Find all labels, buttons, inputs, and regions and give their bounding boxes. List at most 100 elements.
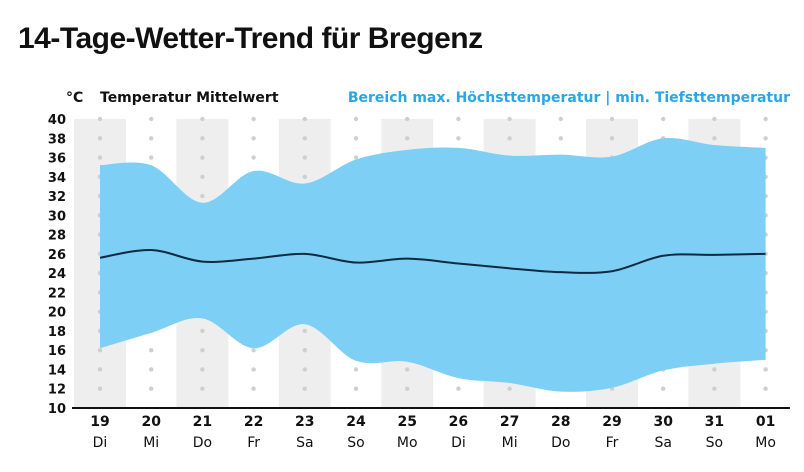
x-weekday-label: Sa [296, 435, 313, 451]
grid-dot [353, 155, 359, 160]
x-weekday-label: So [347, 435, 364, 451]
grid-dot [149, 386, 154, 391]
grid-dot [763, 386, 768, 391]
grid-dot [405, 116, 410, 122]
y-tick-label: 28 [48, 229, 66, 244]
x-weekday-label: Di [93, 435, 108, 451]
grid-dot [97, 367, 103, 372]
grid-dot [200, 386, 205, 391]
y-tick-label: 16 [48, 344, 66, 359]
x-date-label: 27 [500, 414, 519, 430]
x-date-label: 01 [756, 414, 775, 430]
grid-dot [302, 367, 307, 372]
grid-dot [200, 193, 205, 199]
y-tick-label: 10 [48, 402, 66, 417]
grid-dot [97, 386, 103, 391]
grid-dot [507, 116, 512, 122]
grid-dot [302, 328, 307, 334]
grid-dot [251, 348, 256, 353]
mean-temperature-line [99, 249, 766, 274]
grid-dot [507, 386, 512, 391]
grid-dot [763, 136, 768, 141]
grid-dot [609, 116, 615, 122]
grid-dot [97, 155, 103, 160]
x-date-label: 19 [90, 414, 109, 430]
grid-dot [456, 386, 461, 391]
y-axis: 40 38 36 34 32 30 28 26 24 22 20 18 16 14 12 10 [48, 113, 66, 417]
grid-dot [712, 136, 717, 141]
x-weekday-label: Fr [247, 435, 260, 451]
grid-dot [200, 367, 205, 372]
x-date-label: 28 [551, 414, 570, 430]
grid-dot [405, 136, 410, 141]
grid-dot [763, 367, 768, 372]
grid-dot [302, 116, 307, 122]
grid-dot [251, 367, 256, 372]
grid-dot [712, 116, 717, 122]
y-tick-label: 38 [48, 132, 66, 147]
unit-label: °C [66, 90, 84, 106]
grid-dot [712, 386, 717, 391]
grid-dot [661, 116, 666, 122]
x-weekday-label: So [706, 435, 723, 451]
grid-dot [97, 348, 103, 353]
chart-title: 14-Tage-Wetter-Trend für Bregenz [18, 22, 483, 55]
x-weekday-label: Mi [143, 435, 159, 451]
temperature-range-area [100, 137, 766, 392]
grid-dot [609, 136, 615, 141]
x-date-label: 26 [449, 414, 468, 430]
y-tick-label: 18 [48, 325, 66, 340]
x-axis: 19 Di 20 Mi 21 Do 22 Fr 23 Sa 24 So 25 Mo 26 Di 27 Mi 28 Do… [90, 414, 776, 451]
grid-dot [251, 116, 256, 122]
grid-dot [149, 367, 154, 372]
y-tick-label: 12 [48, 383, 66, 398]
x-date-label: 25 [397, 414, 416, 430]
x-date-label: 31 [705, 414, 724, 430]
x-weekday-label: Di [451, 435, 466, 451]
x-weekday-label: Mi [502, 435, 518, 451]
grid-dot [405, 367, 410, 372]
grid-dot [353, 367, 359, 372]
grid-dot [353, 136, 359, 141]
grid-dot [149, 348, 154, 353]
x-weekday-label: Do [193, 435, 212, 451]
grid-dot [302, 348, 307, 353]
grid-dot [661, 386, 666, 391]
y-tick-label: 32 [48, 190, 66, 205]
x-weekday-label: Sa [654, 435, 671, 451]
grid-dot [302, 136, 307, 141]
grid-dot [200, 348, 205, 353]
grid-dot [200, 328, 205, 334]
x-weekday-label: Mo [755, 435, 776, 451]
grid-dot [200, 116, 205, 122]
grid-dot [302, 174, 307, 179]
grid-dot [200, 174, 205, 179]
grid-dot [456, 116, 461, 122]
grid-dot [405, 386, 410, 391]
grid-dot [149, 136, 154, 141]
y-tick-label: 20 [48, 306, 66, 321]
x-weekday-label: Fr [606, 435, 619, 451]
grid-dot [200, 155, 205, 160]
grid-dot [302, 155, 307, 160]
grid-dot [353, 386, 359, 391]
grid-dot [763, 116, 768, 122]
grid-dot [200, 136, 205, 141]
grid-dot [712, 367, 717, 372]
x-weekday-label: Do [551, 435, 570, 451]
x-date-label: 21 [193, 414, 212, 430]
grid-dot [456, 136, 461, 141]
grid-dot [353, 116, 359, 122]
y-tick-label: 26 [48, 248, 66, 263]
x-date-label: 30 [653, 414, 673, 430]
legend-mean: Temperatur Mittelwert [100, 90, 279, 106]
y-tick-label: 30 [48, 209, 66, 224]
x-weekday-label: Mo [397, 435, 418, 451]
grid-dot [302, 386, 307, 391]
y-tick-label: 24 [48, 267, 66, 282]
grid-dot [251, 155, 256, 160]
grid-dot [251, 136, 256, 141]
y-tick-label: 34 [48, 171, 66, 186]
grid-dot [558, 136, 563, 141]
